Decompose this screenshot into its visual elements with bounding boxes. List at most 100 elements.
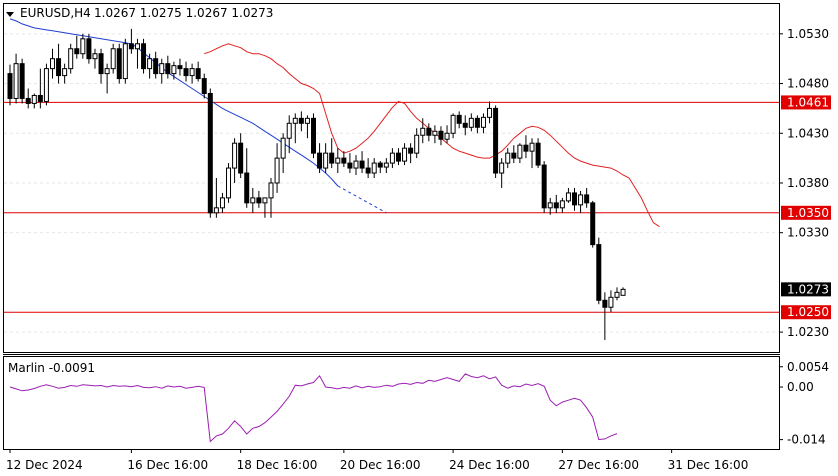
- candle-bull: [219, 197, 225, 209]
- candle-bull: [578, 194, 584, 206]
- candle-bull: [323, 152, 329, 169]
- price-tick-label: 1.0530: [787, 27, 829, 41]
- candle-bear: [493, 107, 499, 174]
- candle-bear: [511, 152, 517, 159]
- candle-bear: [7, 73, 13, 99]
- candle-bear: [572, 192, 578, 206]
- candle-bear: [602, 299, 608, 308]
- candle-bear: [177, 65, 183, 70]
- candle-bear: [365, 167, 371, 174]
- candle-bear: [590, 202, 596, 246]
- candle-bull: [159, 63, 165, 75]
- candle-bear: [535, 142, 541, 166]
- osc-tick-label: 0.0054: [787, 360, 829, 374]
- time-tick-label: 16 Dec 16:00: [127, 458, 208, 472]
- candle-bear: [116, 48, 122, 80]
- osc-tick-label: -0.014: [787, 433, 826, 447]
- candle-bear: [474, 117, 480, 128]
- candle-bull: [286, 122, 292, 139]
- candle-bull: [104, 68, 110, 75]
- candle-bull: [43, 68, 49, 102]
- level-label: 1.0250: [787, 305, 829, 319]
- marlin-oscillator: [9, 373, 618, 443]
- level-lines[interactable]: 1.0461 1.0350 1.0250: [4, 95, 831, 320]
- level-label-bg: [781, 305, 831, 320]
- candle-bull: [171, 65, 177, 75]
- candle-bear: [456, 114, 462, 124]
- candle-bull: [31, 94, 37, 104]
- candle-bear: [347, 162, 353, 169]
- candle-bull: [383, 162, 389, 168]
- candle-bull: [304, 117, 310, 124]
- candle-bull: [13, 63, 19, 99]
- candle-bull: [250, 197, 256, 204]
- candle-bull: [487, 107, 493, 118]
- candle-bull: [232, 142, 238, 169]
- candle-bear: [98, 53, 104, 75]
- candle-bull: [110, 48, 116, 70]
- candle-bull: [226, 167, 232, 199]
- candle-bear: [377, 162, 383, 168]
- indicator-pane-frame: [3, 356, 780, 450]
- candle-bull: [134, 43, 140, 50]
- candle-bull: [499, 162, 505, 174]
- candle-bear: [341, 157, 347, 164]
- candle-bull: [262, 197, 268, 204]
- level-label: 1.0350: [787, 206, 829, 220]
- candle-bull: [432, 130, 438, 136]
- candle-bear: [596, 244, 602, 301]
- symbol-label: EURUSD,H4: [20, 6, 91, 20]
- candle-bull: [353, 160, 359, 169]
- price-tick-label: 1.0380: [787, 176, 829, 190]
- candle-bull: [414, 134, 420, 154]
- candle-bull: [280, 137, 286, 159]
- candle-bear: [329, 152, 335, 164]
- candle-bull: [122, 43, 128, 80]
- candle-bear: [238, 142, 244, 174]
- candle-bear: [426, 127, 432, 136]
- time-tick-label: 24 Dec 16:00: [449, 458, 530, 472]
- candle-bull: [565, 192, 571, 202]
- level-label: 1.0461: [787, 95, 829, 109]
- candle-bear: [462, 122, 468, 128]
- candle-bull: [335, 157, 341, 164]
- candle-bull: [450, 114, 456, 134]
- candle-bull: [517, 144, 523, 159]
- candle-bull: [92, 53, 98, 60]
- price-tick-label: 1.0430: [787, 126, 829, 140]
- red-moving-average: [204, 43, 660, 228]
- candle-bear: [195, 68, 201, 80]
- osc-tick-label: 0.00: [787, 380, 814, 394]
- candles: [7, 28, 626, 341]
- candle-bull: [547, 202, 553, 209]
- time-tick-label: 20 Dec 16:00: [340, 458, 421, 472]
- candle-bull: [480, 116, 486, 128]
- candle-bear: [25, 97, 31, 104]
- candle-bear: [165, 63, 171, 75]
- candle-bull: [189, 68, 195, 77]
- candle-bull: [68, 48, 74, 70]
- candle-bear: [553, 202, 559, 209]
- time-tick-label: 31 Dec 16:00: [668, 458, 749, 472]
- candle-bear: [438, 130, 444, 140]
- price-axis[interactable]: 1.0530 1.0480 1.0430 1.0380 1.0330 1.0230 1.02…: [779, 27, 831, 447]
- candle-bear: [244, 172, 250, 204]
- current-price-label: 1.0273: [787, 282, 829, 296]
- candle-bull: [505, 152, 511, 164]
- main-pane-frame: [3, 3, 780, 353]
- candle-bear: [141, 43, 147, 70]
- symbol-menu-triangle-icon[interactable]: [6, 12, 14, 17]
- candle-bear: [19, 63, 25, 99]
- candle-bull: [268, 182, 274, 199]
- price-tick-label: 1.0230: [787, 325, 829, 339]
- candle-bear: [311, 117, 316, 154]
- candle-bull: [402, 147, 408, 162]
- indicator-label: Marlin -0.0091: [8, 361, 95, 375]
- time-axis[interactable]: 12 Dec 2024 16 Dec 16:00 18 Dec 16:00 20 De…: [6, 449, 748, 472]
- ohlc-label: 1.0267 1.0275 1.0267 1.0273: [94, 6, 273, 20]
- candle-bear: [408, 147, 414, 154]
- price-tick-label: 1.0330: [787, 226, 829, 240]
- candle-bull: [620, 288, 626, 296]
- candle-bear: [523, 144, 529, 152]
